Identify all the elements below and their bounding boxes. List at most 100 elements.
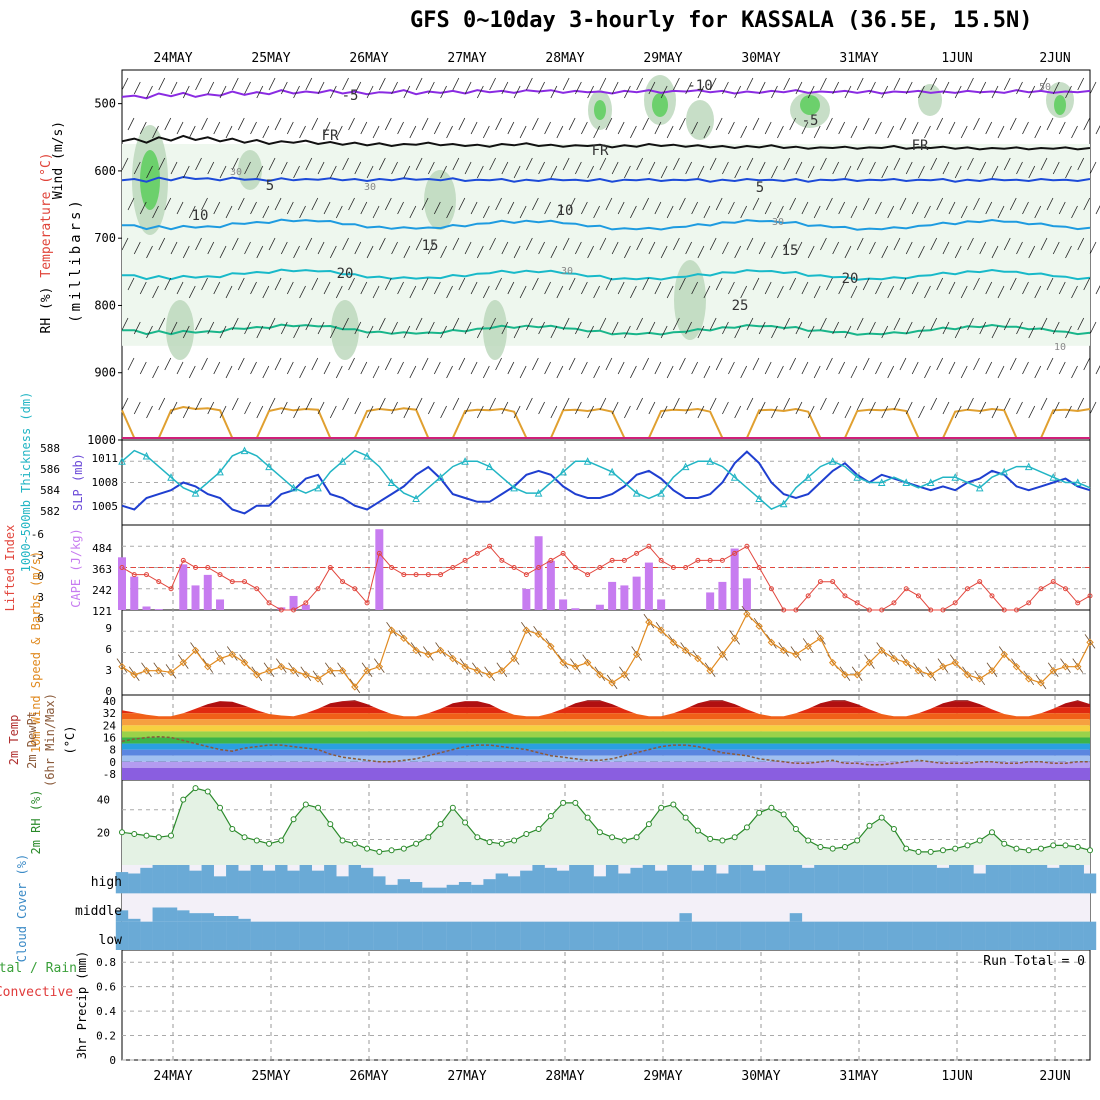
wind-barb: [691, 121, 699, 135]
wind-barb-10m: [913, 662, 924, 677]
wind-barb-10m: [643, 613, 655, 629]
isotherm-label: FR: [912, 138, 929, 154]
cloud-bar-high: [618, 873, 631, 894]
temp-band: [122, 761, 1090, 768]
wind-barb: [752, 197, 760, 211]
wind-marker: [841, 671, 849, 679]
wind-barb: [360, 281, 368, 295]
wind-barb: [550, 325, 558, 339]
cape-tick: 363: [92, 563, 112, 576]
wind-barb: [1071, 365, 1078, 379]
thickness-marker: [608, 467, 616, 476]
slp-tick: 1008: [92, 476, 119, 489]
wind-barb: [636, 397, 643, 411]
wind-barb: [305, 237, 313, 251]
date-label-top: 2JUN: [1039, 51, 1070, 66]
wind-barb: [703, 205, 711, 219]
wind-barb: [170, 321, 178, 335]
wind-barb: [722, 401, 729, 415]
wind-barb-10m: [251, 666, 263, 681]
lifted-marker: [585, 572, 591, 578]
wind-barb: [152, 205, 159, 219]
wind-barb: [421, 117, 429, 131]
thickness-marker: [926, 478, 935, 486]
wind-barb: [170, 161, 178, 175]
wind-barb: [1089, 81, 1097, 95]
cape-bar: [522, 588, 531, 610]
wind-barb: [758, 321, 766, 335]
wind-barb: [556, 205, 564, 219]
wind-barb: [182, 165, 190, 179]
cloud-bar-high: [556, 870, 570, 894]
wind-barb: [973, 117, 980, 131]
wind-barb: [967, 397, 974, 411]
wind-marker: [927, 671, 935, 679]
wind-barb: [170, 401, 178, 415]
date-label-top: 30MAY: [741, 51, 780, 66]
cloud-bar-high: [716, 873, 729, 894]
wind-barb: [219, 405, 227, 419]
cloud-tick: middle: [75, 904, 122, 919]
rh2m-marker: [302, 801, 309, 808]
wind-barb: [887, 205, 895, 219]
wind-barb: [158, 317, 166, 331]
wind-barb: [893, 237, 901, 251]
wind-barb: [219, 85, 227, 99]
wind-barb: [391, 161, 398, 175]
wind-barb: [709, 237, 717, 251]
wind-barb: [256, 85, 264, 99]
rh2m-tick: 40: [97, 794, 110, 807]
wind-barb: [899, 357, 907, 371]
ylabel-wind: Wind (m/s): [51, 121, 66, 199]
wind-barb: [936, 277, 944, 291]
wind-barb: [642, 357, 649, 371]
wind-barb: [305, 157, 313, 171]
wind-barb: [299, 205, 306, 219]
cloud-bar-low: [262, 921, 276, 950]
rh2m-marker: [266, 840, 273, 847]
wind-marker: [779, 646, 788, 655]
wind-barb: [470, 201, 478, 215]
wind-barb: [384, 117, 392, 131]
rh2m-marker: [743, 824, 750, 831]
lifted-marker: [303, 600, 309, 606]
thickness-marker: [657, 489, 665, 497]
wind-barb: [213, 361, 221, 375]
cloud-bar-low: [961, 921, 974, 950]
thickness-marker: [142, 451, 151, 460]
wind-barb: [262, 205, 270, 219]
wind-barb: [329, 325, 337, 339]
wind-barb: [642, 277, 649, 291]
cloud-bar-low: [642, 921, 656, 950]
wind-marker: [228, 650, 236, 659]
wind-barb: [1046, 197, 1054, 211]
cloud-bar-high: [863, 865, 876, 894]
wind-barb: [942, 321, 950, 335]
wind-marker: [620, 671, 629, 679]
wind-barb: [176, 121, 184, 135]
lifted-marker: [915, 593, 921, 599]
wind-barb-10m: [839, 666, 851, 681]
cape-bar: [375, 529, 384, 610]
wind-barb: [470, 121, 478, 135]
wind-barb: [354, 241, 362, 255]
rh-contour-label: 10: [1054, 342, 1066, 353]
wind-barb: [789, 197, 797, 211]
wind-marker: [547, 642, 555, 651]
wind-barb: [170, 241, 178, 255]
isotherm-label: 5: [756, 180, 764, 196]
lifted-marker: [732, 550, 738, 556]
wind-barb: [954, 85, 962, 99]
temp-band: [122, 725, 1090, 732]
wind-barb: [881, 325, 889, 339]
wind-barb: [158, 397, 166, 411]
date-label-bottom: 28MAY: [545, 1069, 584, 1084]
wind-barb: [121, 317, 129, 331]
wind-barb: [225, 285, 233, 299]
lifted-marker: [977, 579, 983, 585]
wind-barb: [862, 277, 870, 291]
wind-barb: [679, 117, 686, 131]
cape-bar: [179, 564, 188, 610]
wind-barb: [201, 357, 208, 371]
thickness-tick: 588: [40, 442, 60, 455]
